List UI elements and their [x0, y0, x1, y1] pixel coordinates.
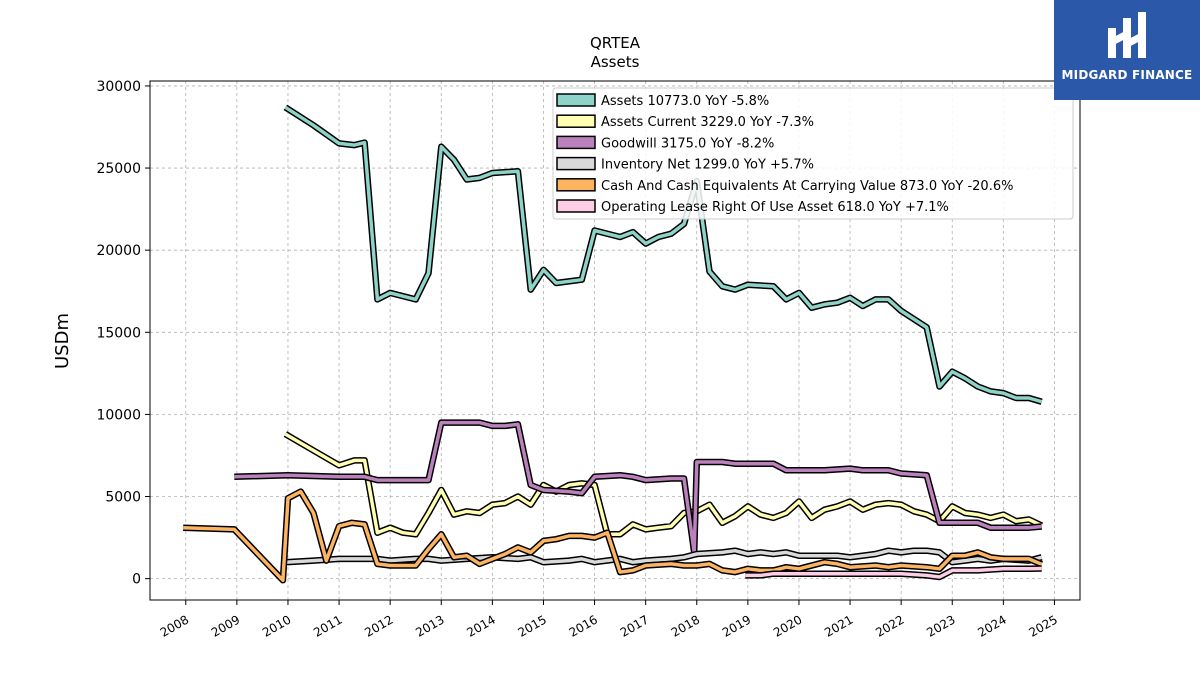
x-tick-label: 2008: [158, 612, 191, 639]
x-tick-label: 2019: [720, 612, 753, 639]
y-tick-label: 30000: [96, 79, 141, 95]
legend-entry: Goodwill 3175.0 YoY -8.2%: [601, 136, 774, 151]
legend-entry: Assets 10773.0 YoY -5.8%: [601, 94, 769, 109]
legend-swatch: [556, 199, 596, 213]
y-tick-label: 15000: [96, 325, 141, 341]
legend-swatch: [556, 156, 596, 171]
legend-swatch: [556, 178, 596, 192]
series-line: [234, 420, 1042, 555]
y-tick-label: 10000: [96, 407, 141, 423]
x-tick-label: 2012: [362, 612, 395, 639]
series-line: [284, 432, 1043, 537]
series-2: [234, 419, 1043, 556]
x-tick-label: 2013: [413, 612, 446, 639]
chart-subtitle: Assets: [591, 53, 640, 71]
y-tick-label: 25000: [96, 161, 141, 177]
legend-swatch: [556, 135, 596, 150]
legend-entry: Cash And Cash Equivalents At Carrying Va…: [601, 179, 1013, 194]
y-tick-label: 0: [132, 572, 141, 588]
x-tick-label: 2010: [260, 612, 293, 639]
legend-box: [552, 87, 1074, 220]
y-axis-label: USDm: [52, 313, 73, 369]
legend-entry: Operating Lease Right Of Use Asset 618.0…: [601, 200, 949, 215]
x-axis-ticks: 2008 2009 2010 2011 2012 2013 2014 2015 2016 2017…: [158, 600, 1060, 640]
y-tick-label: 5000: [105, 490, 141, 506]
x-tick-label: 2022: [873, 612, 906, 639]
legend-swatch: [556, 93, 596, 107]
x-tick-label: 2020: [771, 612, 804, 639]
x-tick-label: 2009: [209, 612, 242, 639]
legend-entry: Assets Current 3229.0 YoY -7.3%: [601, 115, 814, 130]
x-tick-label: 2018: [669, 612, 702, 639]
x-tick-label: 2011: [311, 612, 344, 639]
legend-swatch: [556, 114, 596, 128]
series-line-outline: [234, 419, 1043, 556]
x-tick-label: 2025: [1026, 612, 1059, 639]
brand-logo: MIDGARD FINANCE: [1054, 0, 1200, 100]
x-tick-label: 2016: [567, 612, 600, 639]
series-line: [285, 548, 1043, 564]
y-axis-ticks: 0 5000 10000 15000 20000 25000 30000: [96, 79, 150, 588]
legend: Assets 10773.0 YoY -5.8% Assets Current 3…: [552, 87, 1074, 220]
plot-frame: [149, 80, 1081, 601]
x-tick-label: 2021: [822, 612, 855, 639]
series-1: [283, 431, 1044, 538]
series-line: [183, 489, 1043, 583]
x-tick-label: 2014: [464, 612, 497, 639]
brand-name: MIDGARD FINANCE: [1061, 68, 1193, 82]
x-tick-label: 2015: [516, 612, 549, 639]
series-4: [183, 488, 1043, 584]
series-line: [745, 566, 1042, 579]
brand-mark-icon: [1108, 12, 1146, 58]
x-tick-label: 2024: [975, 612, 1008, 639]
chart-title: QRTEA: [590, 34, 641, 52]
y-tick-label: 20000: [96, 243, 141, 259]
series-3: [285, 547, 1043, 566]
series-5: [745, 565, 1042, 581]
x-tick-label: 2017: [618, 612, 651, 639]
legend-entry: Inventory Net 1299.0 YoY +5.7%: [601, 158, 814, 173]
x-tick-label: 2023: [924, 612, 957, 639]
